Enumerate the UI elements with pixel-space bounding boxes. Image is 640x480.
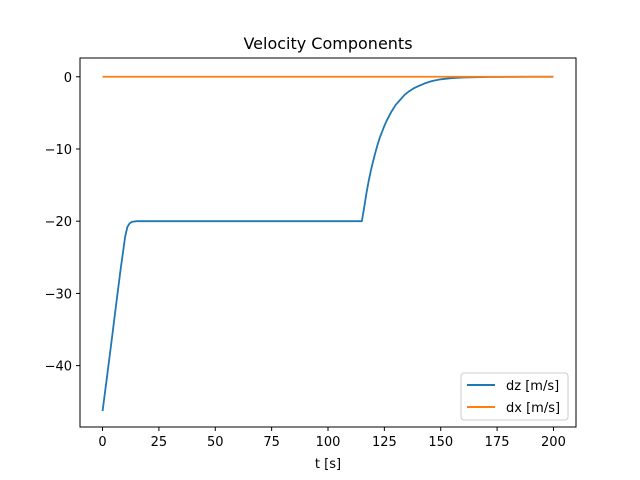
x-tick-label: 100 <box>316 435 341 450</box>
legend-label-dx: dx [m/s] <box>506 401 560 416</box>
x-tick-label: 25 <box>151 435 168 450</box>
x-tick-label: 125 <box>372 435 397 450</box>
x-axis-label: t [s] <box>315 457 341 472</box>
chart-title: Velocity Components <box>243 34 412 53</box>
tick-layer: 0 25 50 75 100 125 150 175 200 0 −10 −20 −30 −40 <box>45 71 566 450</box>
y-tick-label: −30 <box>45 287 72 302</box>
x-tick-label: 200 <box>541 435 566 450</box>
x-tick-label: 50 <box>207 435 224 450</box>
x-tick-label: 75 <box>263 435 280 450</box>
y-tick-label: 0 <box>64 71 72 86</box>
x-tick-label: 150 <box>428 435 453 450</box>
series-line-dz <box>101 75 554 412</box>
x-tick-label: 175 <box>485 435 510 450</box>
y-tick-label: −40 <box>45 360 72 375</box>
plot-frame <box>79 57 577 428</box>
series-layer <box>101 75 554 412</box>
x-tick-label: 0 <box>98 435 106 450</box>
y-tick-label: −10 <box>45 143 72 158</box>
legend-label-dz: dz [m/s] <box>506 379 559 394</box>
legend: dz [m/s] dx [m/s] <box>460 372 569 421</box>
y-tick-label: −20 <box>45 215 72 230</box>
